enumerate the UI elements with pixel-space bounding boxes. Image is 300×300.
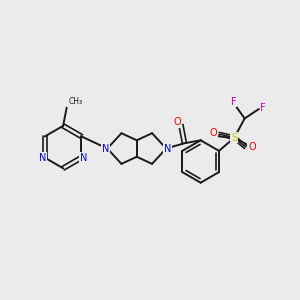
Text: S: S xyxy=(231,133,238,142)
Text: CH₃: CH₃ xyxy=(69,97,83,106)
Text: N: N xyxy=(39,153,46,163)
Text: O: O xyxy=(174,117,181,127)
Text: N: N xyxy=(102,143,110,154)
Text: N: N xyxy=(164,143,171,154)
Text: F: F xyxy=(231,97,236,107)
Text: O: O xyxy=(210,128,218,138)
Text: O: O xyxy=(248,142,256,152)
Text: F: F xyxy=(260,103,266,112)
Text: N: N xyxy=(80,153,87,163)
